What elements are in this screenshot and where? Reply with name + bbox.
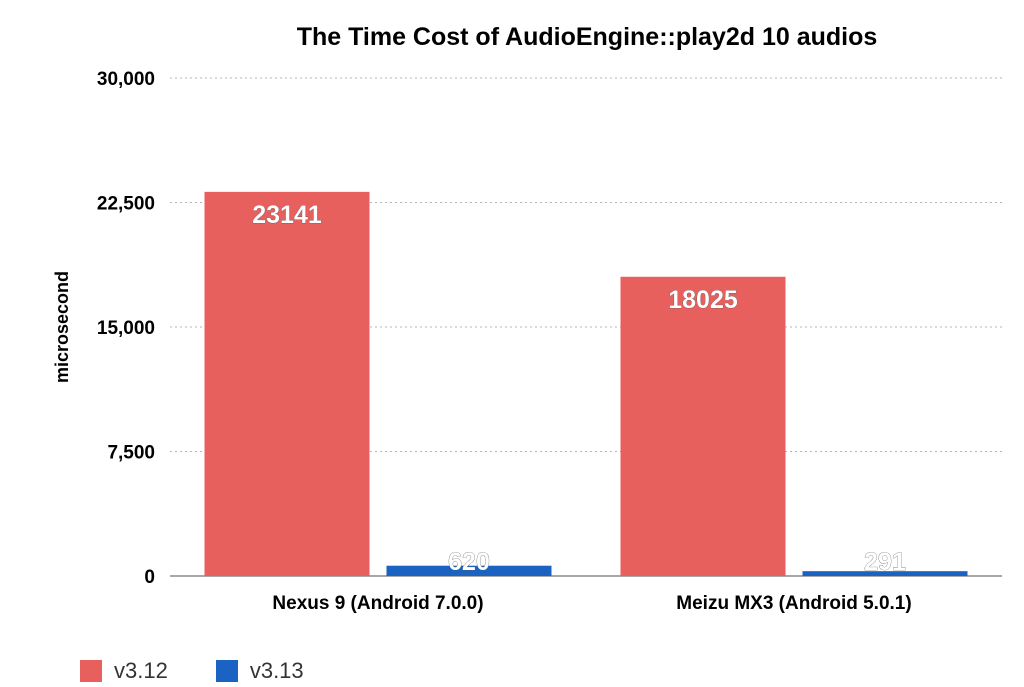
- y-tick-label: 0: [144, 567, 155, 588]
- legend: v3.12 v3.13: [80, 658, 304, 684]
- y-tick-label: 30,000: [97, 69, 155, 90]
- legend-item-v3-13: v3.13: [215, 658, 304, 684]
- legend-label-v3-12: v3.12: [114, 658, 168, 683]
- y-tick-label: 15,000: [97, 318, 155, 339]
- data-label: 620: [448, 548, 490, 576]
- data-label: 23141: [252, 201, 322, 229]
- legend-swatch-v3-13: [215, 660, 238, 682]
- category-label: Meizu MX3 (Android 5.0.1): [676, 593, 911, 614]
- bars: 23141 620 18025 291: [204, 191, 968, 576]
- bar-chart: The Time Cost of AudioEngine::play2d 10 …: [52, 23, 1002, 614]
- legend-swatch-v3-12: [80, 660, 102, 682]
- category-labels: Nexus 9 (Android 7.0.0) Meizu MX3 (Androi…: [272, 593, 911, 614]
- chart-title: The Time Cost of AudioEngine::play2d 10 …: [297, 23, 878, 51]
- category-label: Nexus 9 (Android 7.0.0): [272, 593, 483, 614]
- bar: [802, 571, 968, 576]
- y-tick-labels: 0 7,500 15,000 22,500 30,000: [97, 69, 155, 588]
- bar: [386, 565, 552, 576]
- y-tick-label: 22,500: [97, 194, 155, 215]
- data-label: 18025: [668, 286, 738, 314]
- legend-item-v3-12: v3.12: [80, 658, 168, 684]
- y-tick-label: 7,500: [107, 443, 155, 464]
- bar: [204, 191, 370, 576]
- bar: [620, 276, 786, 576]
- y-axis-label: microsecond: [52, 271, 72, 383]
- data-label: 291: [864, 548, 906, 576]
- legend-label-v3-13: v3.13: [249, 658, 304, 683]
